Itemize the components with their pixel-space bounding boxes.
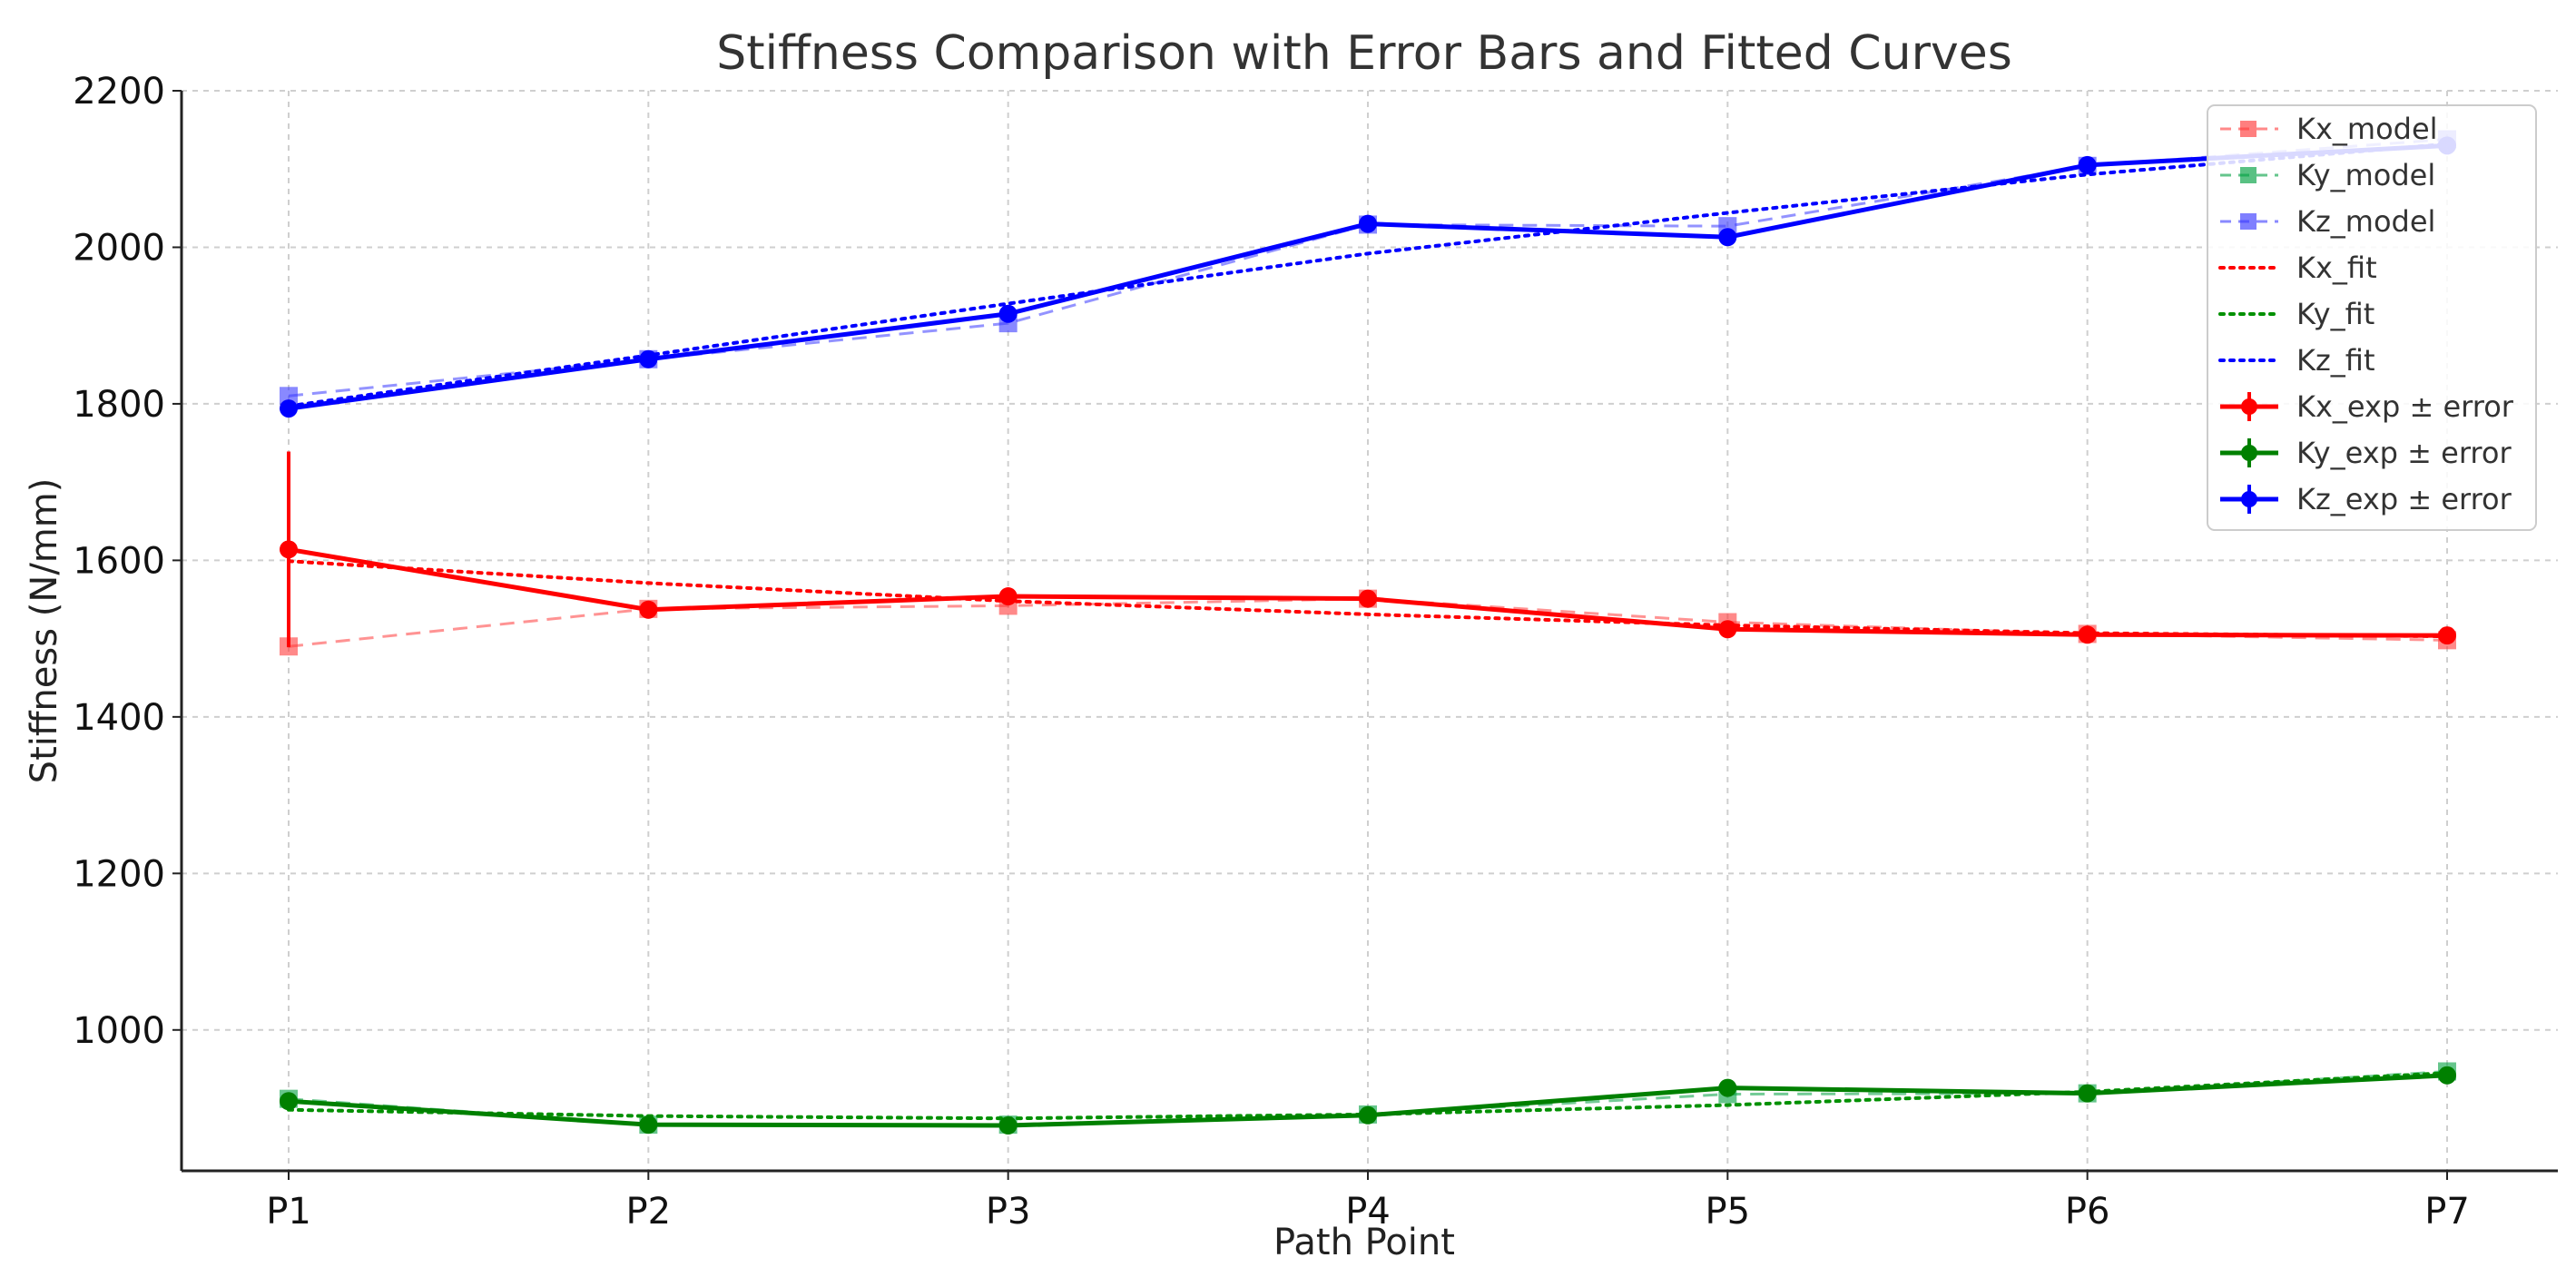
ky-exp-marker — [998, 1115, 1018, 1135]
legend-label: Kx_model — [2296, 112, 2438, 146]
kz-exp-marker — [280, 399, 298, 418]
x-tick-label: P1 — [266, 1191, 311, 1233]
x-ticks: P1 P2 P3 P4 P5 P6 P7 — [266, 1171, 2470, 1233]
kx-exp-marker — [639, 600, 658, 619]
legend-item-kz-fit: Kz_fit — [2218, 343, 2374, 378]
legend-item-kx-exp: Kx_exp ± error — [2220, 389, 2514, 424]
legend-swatch-marker — [2241, 491, 2257, 507]
kx-exp-marker — [998, 587, 1018, 606]
kz-exp-marker — [2078, 155, 2097, 174]
kx-exp-marker — [2438, 626, 2456, 645]
legend-label: Kz_fit — [2296, 343, 2374, 378]
kz-model-marker — [280, 387, 298, 406]
legend-box — [2207, 104, 2537, 531]
y-tick-label: 1000 — [73, 1010, 165, 1052]
legend-label: Kx_fit — [2296, 251, 2377, 285]
y-tick-label: 1400 — [73, 697, 165, 739]
kz-exp-marker — [1718, 228, 1737, 247]
chart-title: Stiffness Comparison with Error Bars and… — [716, 26, 2012, 81]
grid-lines — [182, 90, 2558, 1171]
ky-exp-marker — [639, 1115, 658, 1135]
legend-label: Ky_fit — [2296, 297, 2374, 331]
x-tick-label: P7 — [2424, 1191, 2470, 1233]
ky-exp-marker — [280, 1092, 298, 1111]
x-tick-label: P3 — [986, 1191, 1031, 1233]
y-tick-label: 1800 — [73, 384, 165, 426]
legend-swatch-marker — [2241, 445, 2257, 461]
ky-exp-marker — [2078, 1084, 2097, 1103]
kx-exp-marker — [2078, 625, 2097, 644]
kx-exp-marker — [1718, 620, 1737, 639]
y-tick-label: 2000 — [73, 227, 165, 269]
legend-item-kz-exp: Kz_exp ± error — [2220, 482, 2512, 516]
legend-label: Kz_exp ± error — [2296, 482, 2512, 516]
y-tick-label: 1200 — [73, 853, 165, 895]
kx-exp-marker — [1359, 589, 1377, 608]
legend-swatch-marker — [2240, 213, 2256, 230]
legend-label: Ky_model — [2296, 158, 2435, 192]
ky-exp-marker — [1359, 1105, 1377, 1125]
legend-item-ky-exp: Ky_exp ± error — [2220, 436, 2512, 470]
legend-swatch-marker — [2241, 398, 2257, 415]
ky-exp-marker — [1718, 1078, 1737, 1097]
y-tick-label: 2200 — [73, 71, 165, 113]
legend-swatch-marker — [2240, 167, 2256, 183]
legend: Kx_model Ky_model Kz_model Kx_fit Ky_fit Kz_f… — [2207, 104, 2537, 531]
kx-exp-marker — [280, 540, 298, 559]
legend-item-kz-model: Kz_model — [2220, 204, 2435, 239]
axes — [180, 91, 2558, 1173]
series-layer — [280, 130, 2456, 1135]
kz-exp-marker — [998, 304, 1018, 323]
kz-exp-marker — [639, 349, 658, 368]
kz-exp-marker — [1359, 214, 1377, 233]
legend-item-kx-fit: Kx_fit — [2218, 251, 2377, 285]
x-tick-label: P5 — [1706, 1191, 1751, 1233]
kx-exp-series — [280, 451, 2456, 648]
x-tick-label: P2 — [626, 1191, 672, 1233]
ky-exp-series — [280, 1066, 2456, 1135]
legend-swatch-marker — [2240, 121, 2256, 137]
legend-item-ky-fit: Ky_fit — [2218, 297, 2374, 331]
legend-item-kx-model: Kx_model — [2220, 112, 2438, 146]
legend-item-ky-model: Ky_model — [2220, 158, 2435, 192]
y-ticks: 1000 1200 1400 1600 1800 2000 2200 — [73, 71, 182, 1052]
ky-exp-marker — [2438, 1066, 2456, 1085]
legend-label: Ky_exp ± error — [2296, 436, 2512, 470]
x-tick-label: P6 — [2065, 1191, 2110, 1233]
x-tick-label: P4 — [1345, 1191, 1391, 1233]
legend-label: Kx_exp ± error — [2296, 389, 2514, 424]
y-axis-label: Stiffness (N/mm) — [24, 478, 65, 784]
y-tick-label: 1600 — [73, 540, 165, 582]
legend-label: Kz_model — [2296, 204, 2435, 239]
x-axis-label: Path Point — [1273, 1222, 1455, 1263]
